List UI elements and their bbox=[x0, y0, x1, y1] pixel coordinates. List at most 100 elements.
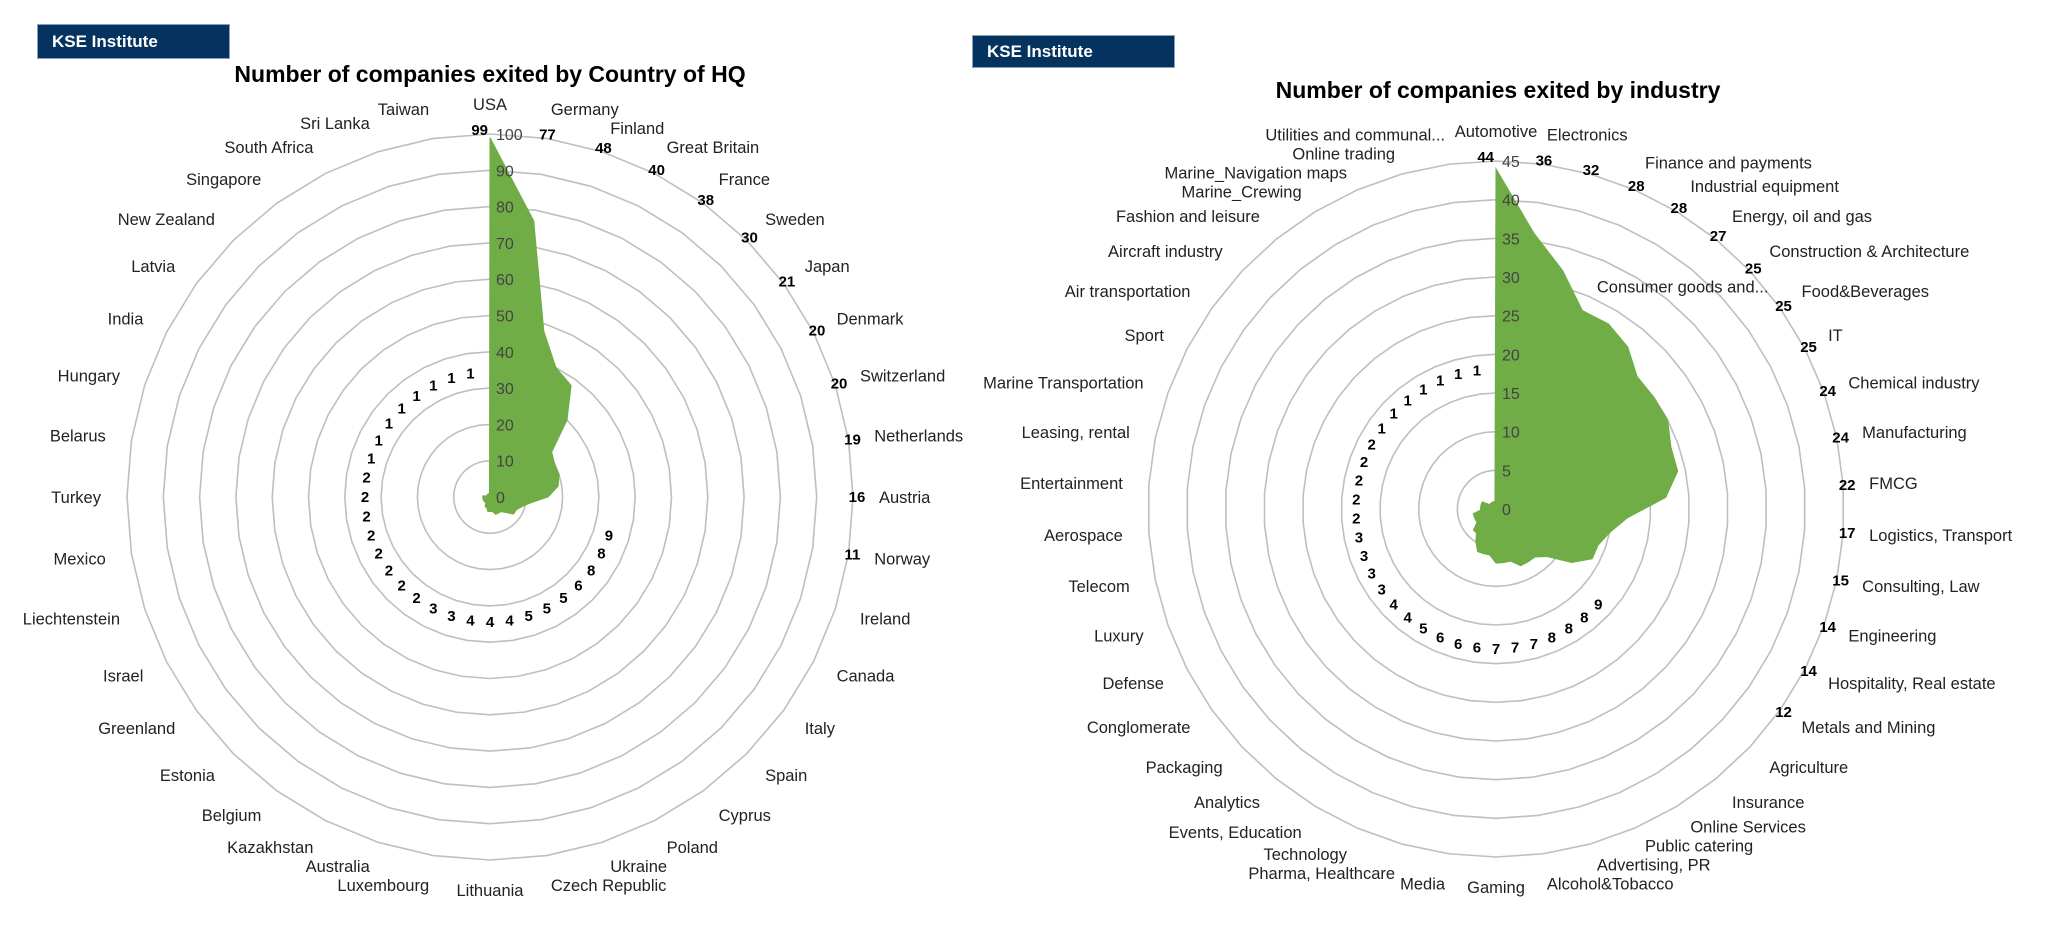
axis-tick-label: 80 bbox=[496, 200, 514, 217]
axis-tick-label: 60 bbox=[496, 272, 514, 289]
axis-tick-label: 20 bbox=[1502, 347, 1520, 364]
data-area bbox=[482, 137, 572, 515]
value-label: 4 bbox=[1403, 610, 1412, 627]
category-label: Metals and Mining bbox=[1802, 719, 1936, 737]
kse-brand-badge-right: KSE Institute bbox=[972, 35, 1175, 68]
grid-ring bbox=[307, 314, 673, 680]
value-label: 1 bbox=[1403, 392, 1411, 409]
category-label: Latvia bbox=[131, 258, 176, 276]
axis-tick-label: 25 bbox=[1502, 309, 1520, 326]
value-label: 1 bbox=[385, 416, 393, 433]
value-label: 2 bbox=[1360, 454, 1368, 471]
value-label: 2 bbox=[374, 546, 382, 563]
value-label: 28 bbox=[1671, 200, 1688, 217]
value-label: 6 bbox=[1473, 640, 1481, 657]
category-label: Finance and payments bbox=[1645, 154, 1812, 172]
value-label: 8 bbox=[597, 546, 605, 563]
chart-title: Number of companies exited by Country of… bbox=[234, 61, 745, 87]
value-label: 1 bbox=[466, 366, 474, 383]
grid-ring bbox=[235, 242, 745, 752]
category-label: Fashion and leisure bbox=[1116, 208, 1260, 226]
category-label: Telecom bbox=[1068, 578, 1129, 596]
category-label: Netherlands bbox=[874, 428, 963, 446]
value-label: 4 bbox=[1390, 597, 1399, 614]
value-label: 8 bbox=[1565, 621, 1573, 638]
category-label: Ukraine bbox=[610, 858, 667, 876]
category-label: Belarus bbox=[50, 428, 106, 446]
value-label: 8 bbox=[1548, 629, 1556, 646]
value-label: 7 bbox=[1530, 636, 1538, 653]
value-label: 14 bbox=[1819, 619, 1836, 636]
value-label: 4 bbox=[505, 612, 514, 629]
category-label: Israel bbox=[103, 667, 143, 685]
value-label: 25 bbox=[1800, 339, 1817, 356]
category-label: Electronics bbox=[1547, 127, 1628, 145]
category-label: Media bbox=[1400, 875, 1446, 893]
axis-tick-label: 70 bbox=[496, 236, 514, 253]
category-label: Estonia bbox=[160, 767, 216, 785]
category-label: Leasing, rental bbox=[1022, 424, 1130, 442]
value-label: 1 bbox=[1454, 366, 1462, 383]
axis-tick-label: 45 bbox=[1502, 154, 1520, 171]
category-label: Sport bbox=[1124, 327, 1164, 345]
category-label: India bbox=[108, 311, 145, 329]
grid-ring bbox=[1225, 237, 1767, 781]
value-label: 8 bbox=[587, 562, 595, 579]
category-label: Spain bbox=[765, 767, 807, 785]
category-label: Marine Transportation bbox=[983, 374, 1144, 392]
axis-tick-label: 15 bbox=[1502, 386, 1520, 403]
value-label: 12 bbox=[1775, 704, 1792, 721]
category-label: Kazakhstan bbox=[227, 839, 313, 857]
value-label: 5 bbox=[543, 600, 551, 617]
value-label: 24 bbox=[1832, 429, 1849, 446]
value-label: 3 bbox=[447, 608, 455, 625]
category-label: FMCG bbox=[1869, 475, 1918, 493]
category-label: Aircraft industry bbox=[1108, 243, 1223, 261]
value-label: 19 bbox=[844, 432, 861, 449]
value-label: 5 bbox=[559, 590, 567, 607]
category-label: Poland bbox=[667, 839, 718, 857]
value-label: 2 bbox=[1355, 473, 1363, 490]
value-label: 14 bbox=[1800, 663, 1817, 680]
value-label: 4 bbox=[486, 614, 495, 631]
value-label: 1 bbox=[429, 378, 437, 395]
value-label: 25 bbox=[1775, 298, 1792, 315]
radar-chart-0: Number of companies exited by Country of… bbox=[23, 61, 963, 900]
value-label: 1 bbox=[447, 370, 455, 387]
category-label: Online Services bbox=[1690, 818, 1806, 836]
value-label: 21 bbox=[779, 273, 796, 290]
value-label: 32 bbox=[1583, 162, 1600, 179]
value-label: 9 bbox=[1594, 597, 1602, 614]
category-label: Hospitality, Real estate bbox=[1828, 675, 1996, 693]
grid-ring bbox=[343, 350, 637, 644]
value-label: 1 bbox=[1473, 362, 1481, 379]
category-label: Energy, oil and gas bbox=[1732, 208, 1872, 226]
value-label: 4 bbox=[466, 612, 475, 629]
axis-tick-label: 0 bbox=[496, 490, 505, 507]
radar-chart-1: Number of companies exited by industry 0 5… bbox=[983, 77, 2013, 897]
value-label: 2 bbox=[367, 528, 375, 545]
value-label: 2 bbox=[362, 469, 370, 486]
category-label: Food&Beverages bbox=[1802, 283, 1930, 301]
category-label: Lithuania bbox=[457, 882, 525, 900]
axis-tick-label: 10 bbox=[496, 454, 514, 471]
value-label: 1 bbox=[374, 432, 382, 449]
category-label: Australia bbox=[306, 858, 371, 876]
category-label: Insurance bbox=[1732, 794, 1804, 812]
value-label: 20 bbox=[831, 376, 848, 393]
value-label: 24 bbox=[1819, 383, 1836, 400]
category-label: Conglomerate bbox=[1087, 719, 1191, 737]
category-label: Marine_Navigation maps bbox=[1164, 165, 1347, 183]
axis-tick-label: 20 bbox=[496, 417, 514, 434]
grid-ring bbox=[380, 387, 600, 607]
value-label: 5 bbox=[1419, 621, 1427, 638]
axis-tick-label: 35 bbox=[1502, 231, 1520, 248]
value-label: 6 bbox=[1436, 629, 1444, 646]
axis-tick-label: 40 bbox=[1502, 193, 1520, 210]
value-label: 27 bbox=[1710, 228, 1727, 245]
axis-tick-label: 10 bbox=[1502, 425, 1520, 442]
value-label: 8 bbox=[1580, 610, 1588, 627]
category-label: Advertising, PR bbox=[1597, 856, 1711, 874]
category-label: Italy bbox=[805, 720, 836, 738]
category-label: Mexico bbox=[54, 550, 106, 568]
